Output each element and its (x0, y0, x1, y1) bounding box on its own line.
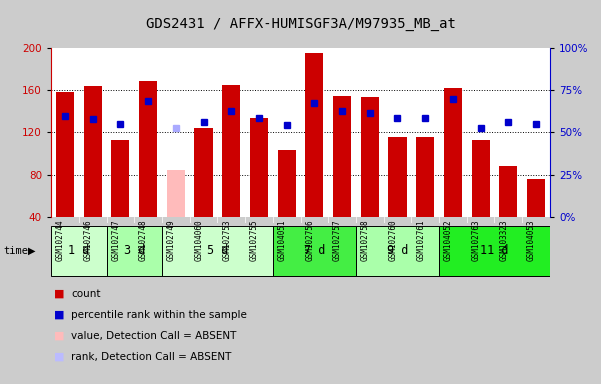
Bar (167, 170, 185, 217)
Bar (111, 140, 129, 217)
Text: 11 d: 11 d (480, 244, 508, 257)
Text: 7 d: 7 d (304, 244, 325, 257)
FancyBboxPatch shape (356, 225, 439, 276)
Text: ■: ■ (54, 289, 64, 299)
Text: GSM102747: GSM102747 (111, 219, 120, 260)
Text: GSM102744: GSM102744 (56, 219, 65, 260)
Text: GSM102755: GSM102755 (250, 219, 259, 260)
FancyBboxPatch shape (273, 225, 356, 276)
FancyBboxPatch shape (106, 225, 162, 276)
Text: ■: ■ (54, 331, 64, 341)
Text: GSM102760: GSM102760 (388, 219, 397, 260)
FancyBboxPatch shape (51, 225, 106, 276)
Text: 5 d: 5 d (207, 244, 228, 257)
Text: GSM102746: GSM102746 (84, 219, 93, 260)
Bar (195, 128, 213, 217)
Text: value, Detection Call = ABSENT: value, Detection Call = ABSENT (71, 331, 236, 341)
Text: GSM104053: GSM104053 (527, 219, 536, 260)
Bar (444, 88, 462, 217)
Text: 3 d: 3 d (124, 244, 145, 257)
Bar (499, 166, 517, 217)
Bar (222, 85, 240, 217)
Bar (278, 151, 296, 217)
Text: GSM104052: GSM104052 (444, 219, 453, 260)
Bar (361, 97, 379, 217)
Text: GSM102756: GSM102756 (305, 219, 314, 260)
Text: GSM104051: GSM104051 (278, 219, 287, 260)
Bar (84, 86, 102, 217)
Text: ■: ■ (54, 352, 64, 362)
Bar (56, 92, 74, 217)
Text: GSM102749: GSM102749 (167, 219, 176, 260)
Text: GSM102761: GSM102761 (416, 219, 426, 260)
Text: GDS2431 / AFFX-HUMISGF3A/M97935_MB_at: GDS2431 / AFFX-HUMISGF3A/M97935_MB_at (145, 17, 456, 31)
Text: ▶: ▶ (28, 245, 35, 256)
Bar (388, 137, 406, 217)
Bar (333, 96, 351, 217)
Text: GSM102757: GSM102757 (333, 219, 342, 260)
Text: GSM102748: GSM102748 (139, 219, 148, 260)
Text: 1 d: 1 d (68, 244, 90, 257)
Text: GSM102758: GSM102758 (361, 219, 370, 260)
Text: ■: ■ (54, 310, 64, 320)
Text: GSM103323: GSM103323 (499, 219, 508, 260)
Bar (472, 140, 490, 217)
FancyBboxPatch shape (439, 225, 550, 276)
Text: percentile rank within the sample: percentile rank within the sample (71, 310, 247, 320)
Text: GSM102753: GSM102753 (222, 219, 231, 260)
Text: GSM104060: GSM104060 (195, 219, 204, 260)
Text: time: time (3, 245, 28, 256)
Bar (250, 118, 268, 217)
Text: rank, Detection Call = ABSENT: rank, Detection Call = ABSENT (71, 352, 231, 362)
Bar (139, 81, 157, 217)
Bar (527, 179, 545, 217)
Text: 9 d: 9 d (387, 244, 408, 257)
FancyBboxPatch shape (162, 225, 273, 276)
Text: GSM102763: GSM102763 (472, 219, 481, 260)
Bar (416, 137, 434, 217)
Text: count: count (71, 289, 100, 299)
Bar (305, 53, 323, 217)
